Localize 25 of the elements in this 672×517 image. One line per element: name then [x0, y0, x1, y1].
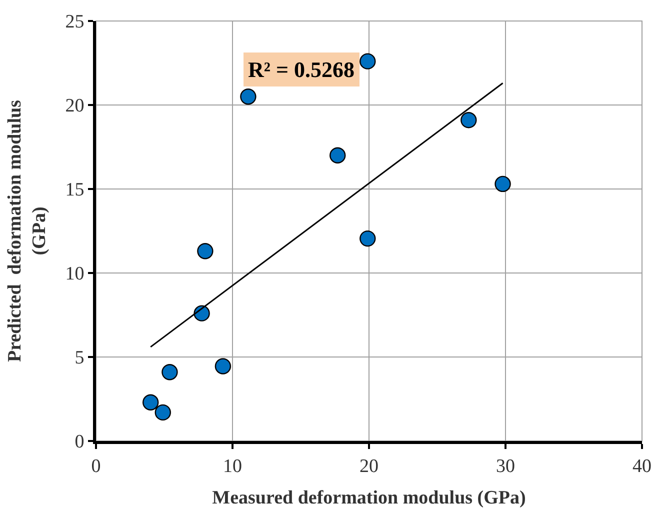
point	[240, 88, 256, 105]
point	[214, 358, 232, 374]
point	[142, 394, 159, 410]
point	[330, 147, 346, 164]
point	[197, 243, 214, 260]
point	[460, 112, 477, 128]
point	[360, 53, 376, 70]
x-tick-label: 10	[223, 456, 242, 477]
x-axis-title: Measured deformation modulus (GPa)	[212, 488, 526, 509]
y-tick-label: 5	[74, 348, 84, 369]
point	[360, 230, 376, 247]
x-tick-label: 0	[91, 456, 101, 477]
y-tick-label: 20	[65, 96, 84, 117]
point	[154, 404, 171, 421]
y-tick-label: 15	[65, 180, 84, 201]
y-tick-label: 10	[65, 264, 84, 285]
annotation: R² = 0.5268	[248, 57, 355, 82]
y-axis-title: Predicted deformation modulus (GPa)	[4, 100, 50, 362]
x-tick-label: 40	[632, 456, 652, 477]
point	[162, 364, 178, 380]
x-tick-label: 30	[496, 456, 515, 477]
x-tick-label: 20	[360, 456, 378, 477]
point	[494, 176, 511, 192]
y-tick-label: 25	[65, 12, 84, 33]
y-tick-label: 0	[74, 432, 84, 453]
